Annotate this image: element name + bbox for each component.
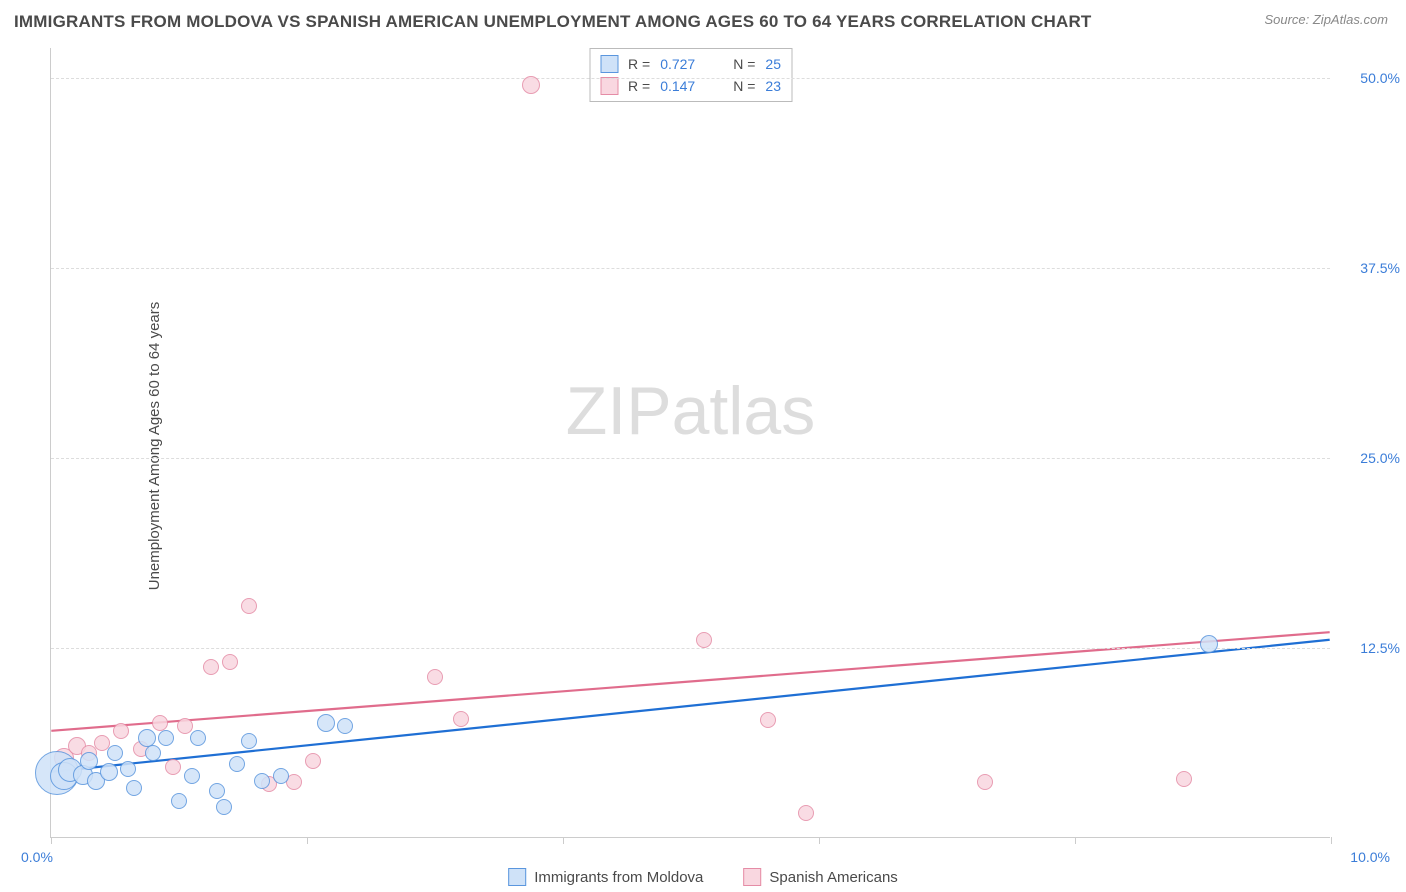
- scatter-point: [145, 745, 161, 761]
- scatter-point: [229, 756, 245, 772]
- scatter-point: [80, 752, 98, 770]
- gridline: [51, 268, 1330, 269]
- series-legend: Immigrants from Moldova Spanish Americans: [508, 868, 898, 886]
- legend-item: Spanish Americans: [743, 868, 897, 886]
- x-tick: [819, 837, 820, 844]
- x-tick: [563, 837, 564, 844]
- scatter-point: [107, 745, 123, 761]
- x-tick-label: 10.0%: [1350, 849, 1390, 865]
- legend-swatch: [600, 77, 618, 95]
- scatter-point: [241, 733, 257, 749]
- scatter-point: [171, 793, 187, 809]
- scatter-point: [177, 718, 193, 734]
- source-label: Source: ZipAtlas.com: [1264, 12, 1388, 27]
- legend-label: Immigrants from Moldova: [534, 869, 703, 886]
- legend-swatch: [600, 55, 618, 73]
- x-tick: [1331, 837, 1332, 844]
- gridline: [51, 78, 1330, 79]
- scatter-point: [216, 799, 232, 815]
- legend-swatch: [743, 868, 761, 886]
- legend-item: Immigrants from Moldova: [508, 868, 703, 886]
- y-tick-label: 37.5%: [1340, 260, 1400, 276]
- trendlines-svg: [51, 48, 1330, 837]
- scatter-point: [152, 715, 168, 731]
- scatter-point: [222, 654, 238, 670]
- gridline: [51, 458, 1330, 459]
- y-tick-label: 50.0%: [1340, 70, 1400, 86]
- legend-n-label: N =: [733, 53, 755, 75]
- scatter-point: [126, 780, 142, 796]
- chart-plot-area: ZIPatlas R =0.727N =25R =0.147N =23 12.5…: [50, 48, 1330, 838]
- y-tick-label: 25.0%: [1340, 450, 1400, 466]
- scatter-point: [305, 753, 321, 769]
- correlation-legend: R =0.727N =25R =0.147N =23: [589, 48, 792, 102]
- legend-swatch: [508, 868, 526, 886]
- watermark: ZIPatlas: [566, 372, 815, 450]
- watermark-zip: ZIP: [566, 373, 672, 449]
- x-tick: [1075, 837, 1076, 844]
- watermark-atlas: atlas: [672, 373, 816, 449]
- scatter-point: [1200, 635, 1218, 653]
- legend-r-label: R =: [628, 53, 650, 75]
- legend-label: Spanish Americans: [769, 869, 897, 886]
- scatter-point: [696, 632, 712, 648]
- scatter-point: [522, 76, 540, 94]
- scatter-point: [184, 768, 200, 784]
- scatter-point: [273, 768, 289, 784]
- scatter-point: [798, 805, 814, 821]
- scatter-point: [113, 723, 129, 739]
- scatter-point: [158, 730, 174, 746]
- trend-line: [51, 640, 1329, 772]
- scatter-point: [1176, 771, 1192, 787]
- scatter-point: [977, 774, 993, 790]
- scatter-point: [760, 712, 776, 728]
- scatter-point: [254, 773, 270, 789]
- gridline: [51, 648, 1330, 649]
- trend-line: [51, 632, 1329, 731]
- y-tick-label: 12.5%: [1340, 640, 1400, 656]
- x-tick-label: 0.0%: [21, 849, 53, 865]
- scatter-point: [453, 711, 469, 727]
- scatter-point: [203, 659, 219, 675]
- scatter-point: [317, 714, 335, 732]
- scatter-point: [100, 763, 118, 781]
- scatter-point: [427, 669, 443, 685]
- scatter-point: [165, 759, 181, 775]
- scatter-point: [120, 761, 136, 777]
- chart-title: IMMIGRANTS FROM MOLDOVA VS SPANISH AMERI…: [14, 12, 1092, 32]
- legend-n-value: 25: [765, 53, 781, 75]
- legend-row: R = 0.727 N = 25: [600, 53, 781, 75]
- scatter-point: [241, 598, 257, 614]
- scatter-point: [337, 718, 353, 734]
- scatter-point: [209, 783, 225, 799]
- x-tick: [307, 837, 308, 844]
- scatter-point: [190, 730, 206, 746]
- legend-r-value: 0.727: [660, 53, 695, 75]
- x-tick: [51, 837, 52, 844]
